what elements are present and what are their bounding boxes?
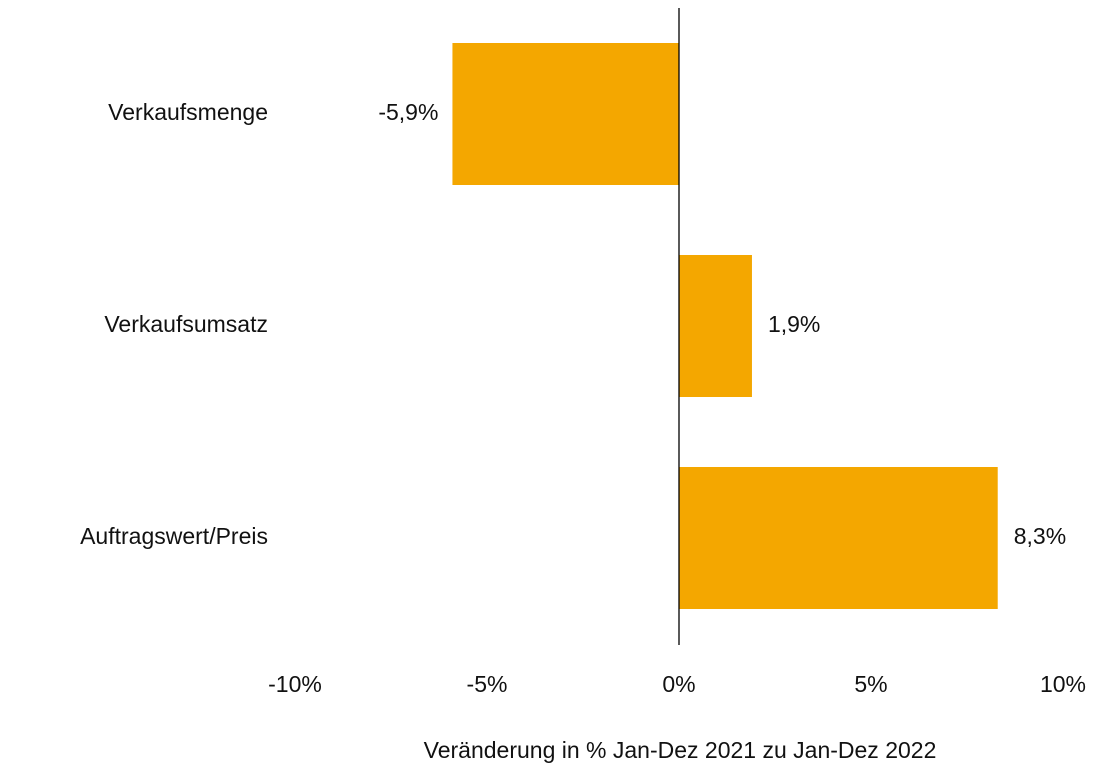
x-tick-label: -5% [467, 671, 508, 697]
value-label: 8,3% [1014, 523, 1066, 549]
value-label: -5,9% [378, 99, 438, 125]
x-tick-label: 0% [662, 671, 695, 697]
y-tick-label: Auftragswert/Preis [80, 523, 268, 549]
x-tick-label: 10% [1040, 671, 1086, 697]
y-tick-label: Verkaufsmenge [108, 99, 268, 125]
bar [679, 467, 998, 609]
x-axis-label: Veränderung in % Jan-Dez 2021 zu Jan-Dez… [424, 737, 937, 763]
y-tick-label: Verkaufsumsatz [104, 311, 268, 337]
x-tick-label: -10% [268, 671, 322, 697]
value-label: 1,9% [768, 311, 820, 337]
bar [679, 255, 752, 397]
bar [452, 43, 679, 185]
x-tick-label: 5% [854, 671, 887, 697]
